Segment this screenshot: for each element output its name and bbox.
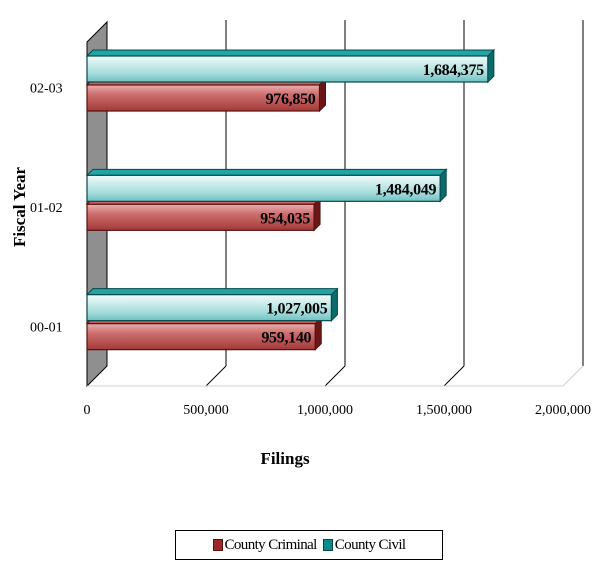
data-label-county-criminal-00-01: 959,140 — [261, 330, 311, 347]
category-label-01-02: 01-02 — [30, 201, 63, 216]
category-label-00-01: 00-01 — [30, 320, 63, 335]
legend-label-county-criminal: County Criminal — [224, 536, 318, 553]
x-tick-label-0: 0 — [84, 403, 91, 418]
legend-swatch-county-civil — [322, 539, 333, 551]
x-tick-label-4: 2,000,000 — [535, 403, 591, 418]
data-label-county-criminal-02-03: 976,850 — [266, 91, 316, 108]
bar-end-county-civil-02-03 — [487, 48, 495, 84]
x-tick-label-3: 1,500,000 — [416, 403, 472, 418]
bar-chart: 02-03 976,850 1,684,375 01-02 954,035 1,484,0… — [10, 20, 591, 468]
bar-end-county-civil-00-01 — [330, 287, 338, 322]
y-axis-title: Fiscal Year — [10, 167, 29, 248]
bar-end-county-criminal-00-01 — [314, 316, 322, 351]
bar-top-county-civil-01-02 — [85, 168, 448, 176]
x-tick-label-2: 1,000,000 — [297, 403, 353, 418]
x-tick-label-1: 500,000 — [183, 403, 229, 418]
legend-item-county-criminal: County Criminal — [212, 536, 318, 554]
bar-end-county-civil-01-02 — [439, 168, 447, 203]
data-label-county-criminal-01-02: 954,035 — [260, 210, 310, 227]
legend-swatch-county-criminal — [212, 539, 223, 551]
data-label-county-civil-00-01: 1,027,005 — [266, 301, 328, 318]
legend-item-county-civil: County Civil — [322, 536, 406, 554]
bar-top-county-civil-00-01 — [85, 288, 339, 296]
legend: County Criminal County Civil — [175, 530, 443, 560]
gridline-floor-4 — [562, 365, 584, 387]
legend-label-county-civil: County Civil — [334, 536, 406, 553]
data-label-county-civil-01-02: 1,484,049 — [375, 181, 437, 198]
bar-county-civil-01-02 — [86, 174, 441, 202]
x-axis-title: Filings — [260, 449, 310, 468]
bar-end-county-criminal-02-03 — [318, 77, 326, 113]
data-label-county-civil-02-03: 1,684,375 — [423, 62, 485, 79]
gridline-floor-2 — [324, 365, 346, 387]
bar-end-county-criminal-01-02 — [313, 197, 321, 232]
gridline-floor-3 — [443, 365, 465, 387]
category-label-02-03: 02-03 — [30, 82, 63, 97]
gridline-floor-1 — [205, 365, 227, 387]
bar-county-criminal-01-02 — [86, 203, 315, 231]
bar-top-county-civil-02-03 — [85, 49, 496, 57]
